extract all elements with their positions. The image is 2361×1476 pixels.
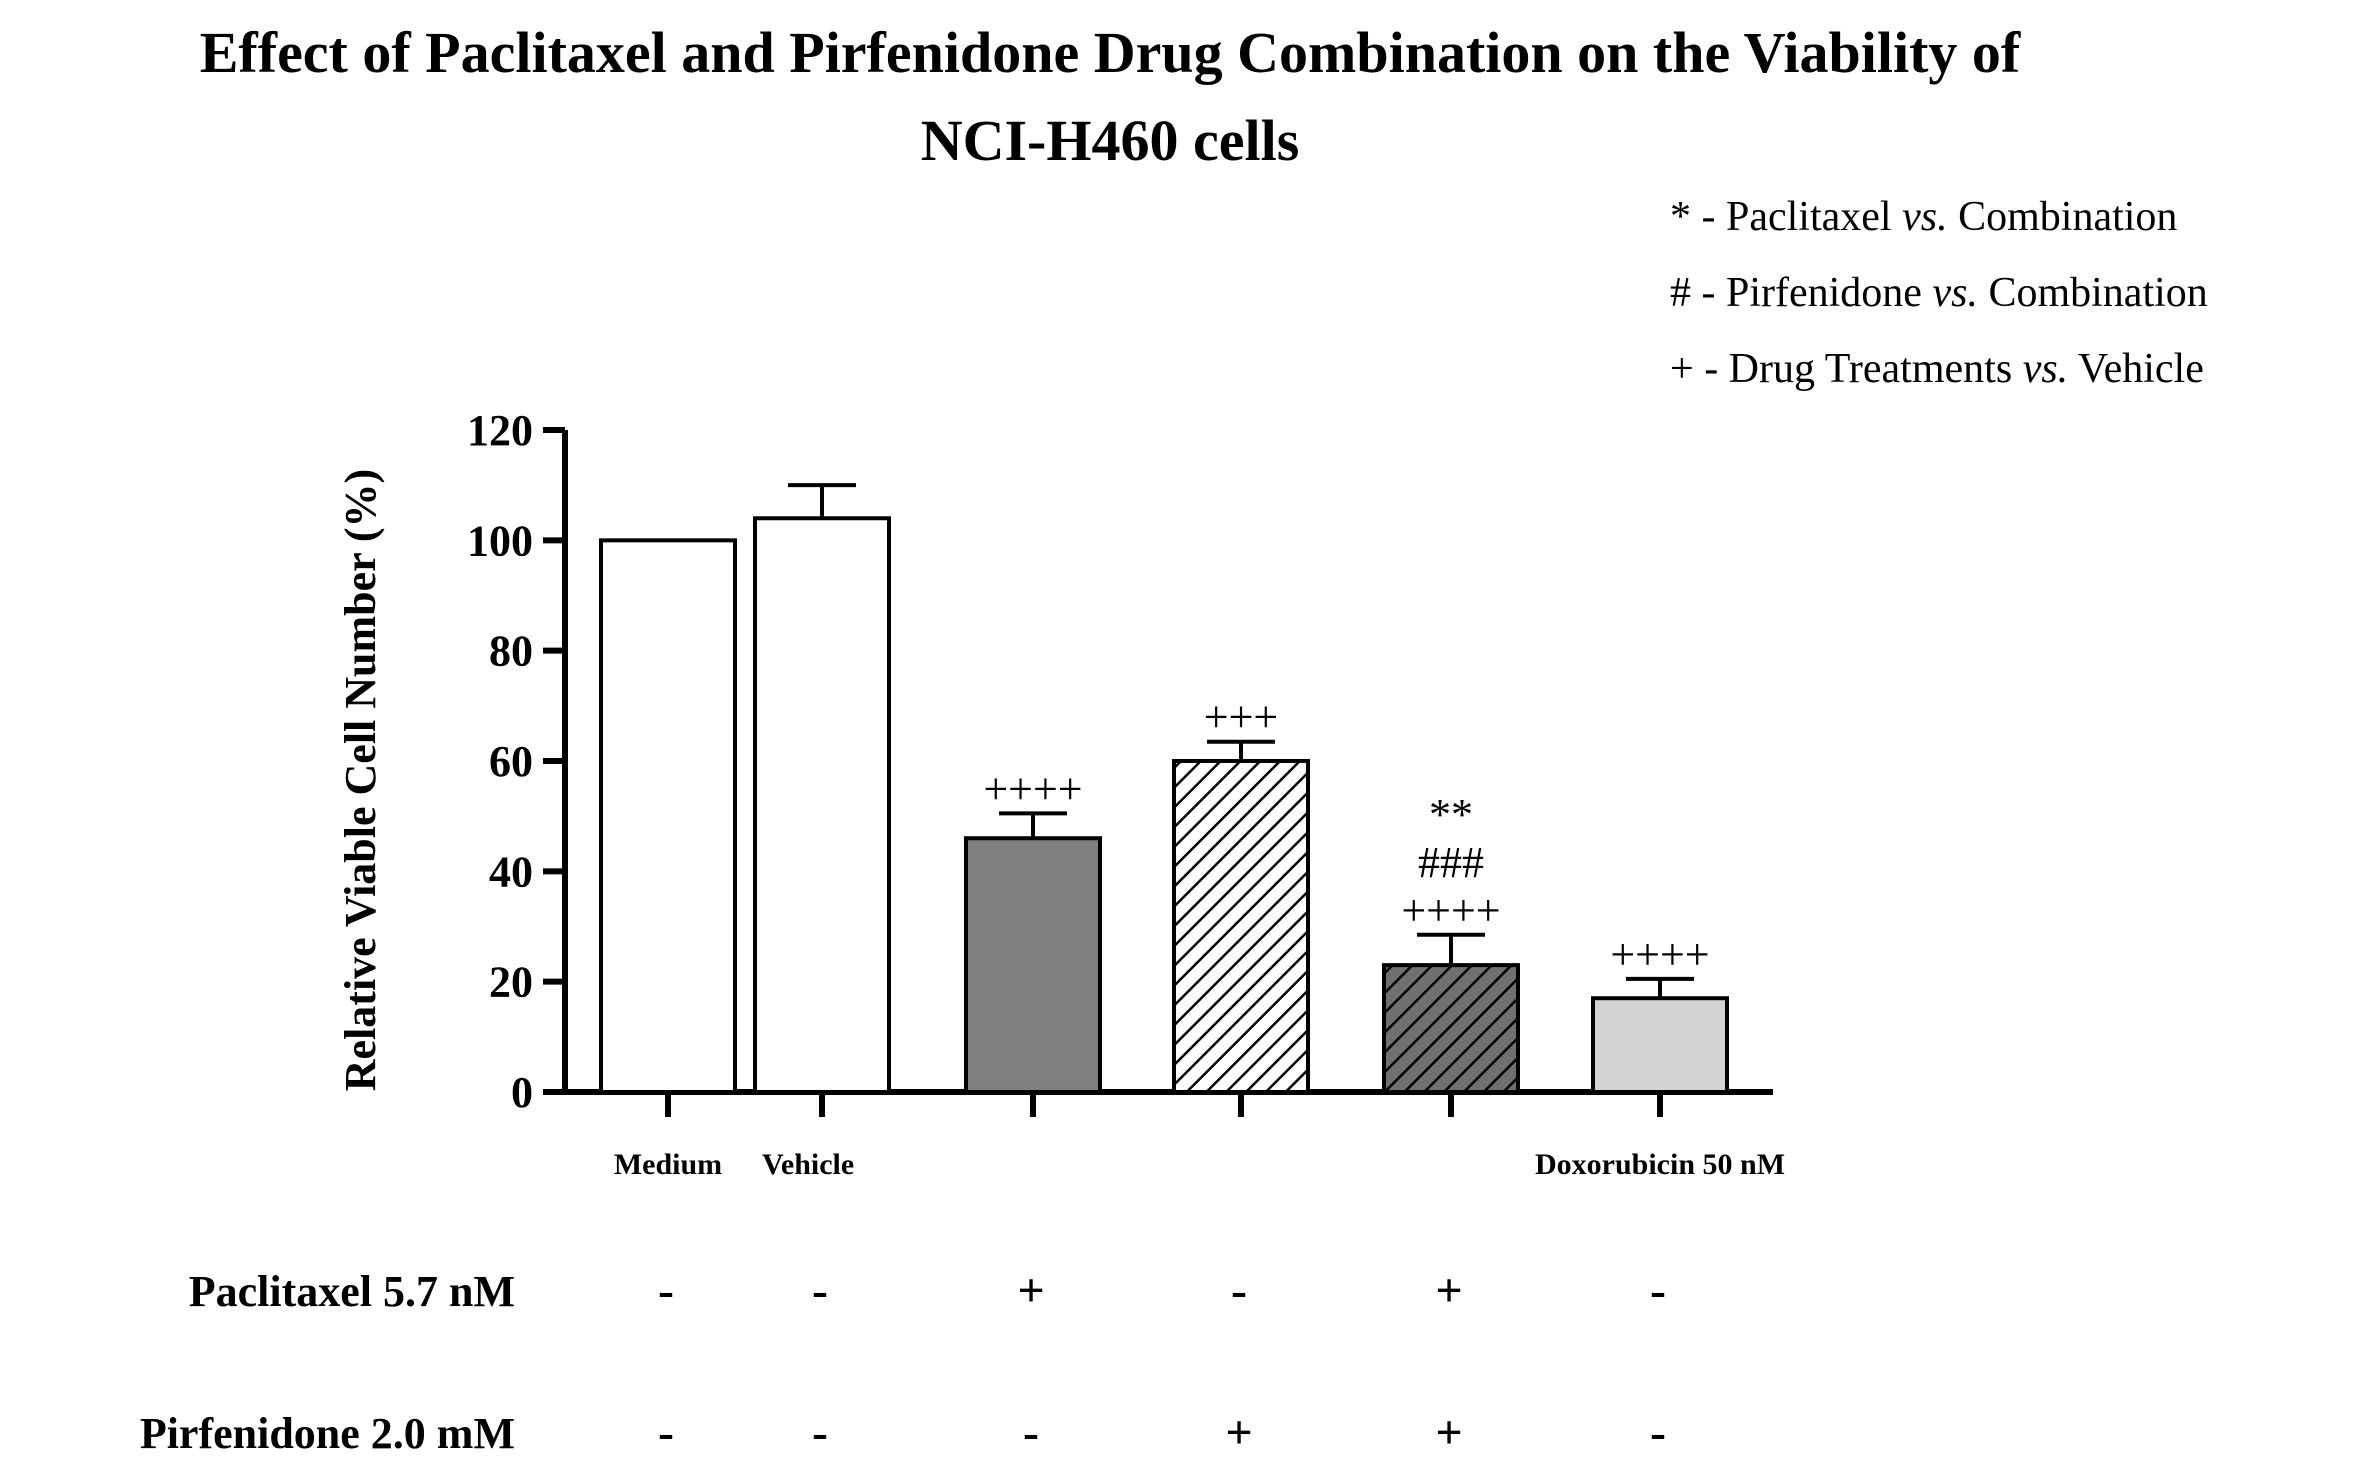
legend-symbol: * xyxy=(1670,194,1691,240)
legend-vs: vs. xyxy=(1902,194,1948,240)
legend-vs: vs. xyxy=(2023,346,2069,392)
y-tick-label: 80 xyxy=(489,627,533,676)
significance-annotation: ++++ xyxy=(983,764,1082,813)
y-tick-label: 20 xyxy=(489,958,533,1007)
x-category-label: Doxorubicin 50 nM xyxy=(1535,1148,1785,1181)
legend-text-end: Combination xyxy=(1978,270,2208,316)
y-axis-label: Relative Viable Cell Number (%) xyxy=(336,469,385,1091)
y-tick-label: 100 xyxy=(467,516,533,565)
condition-sign: + xyxy=(1017,1264,1044,1317)
significance-annotation: ++++ xyxy=(1610,930,1709,979)
condition-table: Paclitaxel 5.7 nM - - + - + - Pirfenidone 2.0 m… xyxy=(140,1264,1666,1459)
legend-entry-1: * - Paclitaxel vs. Combination xyxy=(1670,194,2177,240)
y-tick-label: 60 xyxy=(489,737,533,786)
legend-vs: vs. xyxy=(1932,270,1978,316)
bar-5 xyxy=(1382,963,1520,1094)
x-category-label: Vehicle xyxy=(762,1148,854,1181)
condition-sign: + xyxy=(1435,1406,1462,1459)
bar-1 xyxy=(599,538,737,1094)
significance-annotation: ### xyxy=(1418,838,1484,887)
y-tick-label: 0 xyxy=(511,1068,533,1117)
x-category-label: Medium xyxy=(614,1148,722,1181)
condition-sign: - xyxy=(812,1264,828,1317)
bar-6 xyxy=(1591,996,1729,1095)
condition-sign: - xyxy=(812,1406,828,1459)
y-tick-label: 120 xyxy=(467,406,533,455)
legend-text-end: Combination xyxy=(1948,194,2178,240)
y-tick-label: 40 xyxy=(489,847,533,896)
bar-2 xyxy=(753,516,891,1094)
chart-title-line-2: NCI-H460 cells xyxy=(921,108,1300,173)
condition-label-2: Pirfenidone 2.0 mM xyxy=(140,1409,515,1458)
legend-entry-2: # - Pirfenidone vs. Combination xyxy=(1670,270,2208,316)
legend-entry-3: + - Drug Treatments vs. Vehicle xyxy=(1670,346,2204,392)
condition-sign: - xyxy=(658,1264,674,1317)
legend-text: - Paclitaxel xyxy=(1691,194,1902,240)
bar-3 xyxy=(964,836,1102,1094)
condition-sign: - xyxy=(1023,1406,1039,1459)
condition-sign: - xyxy=(658,1406,674,1459)
legend-symbol: # xyxy=(1670,270,1691,316)
significance-annotation: ** xyxy=(1429,790,1473,839)
condition-sign: + xyxy=(1435,1264,1462,1317)
condition-sign: + xyxy=(1225,1406,1252,1459)
bar-4 xyxy=(1172,759,1310,1094)
legend-text: - Pirfenidone xyxy=(1691,270,1932,316)
significance-annotation: +++ xyxy=(1204,693,1278,742)
legend-text-end: Vehicle xyxy=(2068,346,2204,392)
condition-sign: - xyxy=(1650,1264,1666,1317)
condition-sign: - xyxy=(1231,1264,1247,1317)
legend: * - Paclitaxel vs. Combination# - Pirfen… xyxy=(1670,194,2208,392)
significance-annotation: ++++ xyxy=(1401,886,1500,935)
condition-sign: - xyxy=(1650,1406,1666,1459)
condition-label-1: Paclitaxel 5.7 nM xyxy=(189,1267,515,1316)
legend-text: - Drug Treatments xyxy=(1694,346,2023,392)
chart-title-line-1: Effect of Paclitaxel and Pirfenidone Dru… xyxy=(200,20,2021,85)
legend-symbol: + xyxy=(1670,346,1694,392)
